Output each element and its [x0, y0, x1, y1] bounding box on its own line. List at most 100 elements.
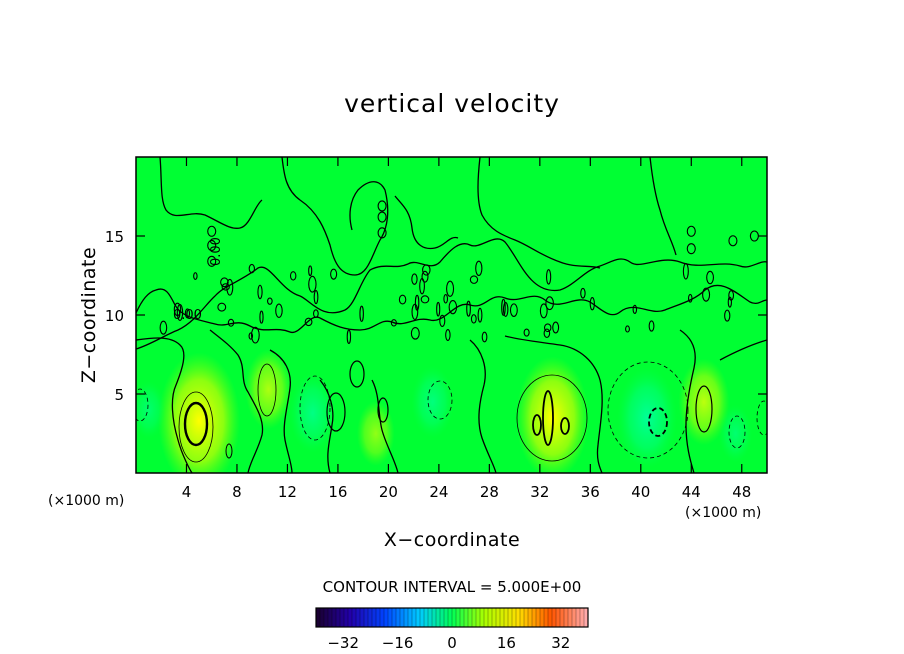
contour-line: [477, 157, 601, 269]
colorbar-ticks: −32 −16 0 16 32: [327, 634, 570, 652]
contour-cell: [687, 293, 693, 303]
contour-cell: [648, 320, 655, 332]
contour-cell: [448, 299, 458, 315]
contour-cell: [411, 273, 418, 285]
colorbar-cell: [520, 608, 525, 627]
x-tick-label: 32: [530, 483, 549, 501]
contour-cell: [304, 317, 313, 327]
updraft-region: [356, 401, 395, 466]
small-cells: [159, 200, 759, 345]
contour-outer: [225, 443, 233, 459]
contour-cell: [686, 225, 696, 237]
colorbar-tick-label: 16: [497, 634, 516, 652]
updraft-region: [245, 349, 292, 429]
zero-contours: [136, 157, 767, 473]
contour-cell: [475, 260, 483, 277]
colorbar-cell: [504, 608, 509, 627]
contour-cell: [207, 239, 217, 252]
colorbar-tick-label: 0: [447, 634, 457, 652]
colorbar-cell: [584, 608, 589, 627]
contour-outer: [377, 397, 389, 423]
x-tick-label: 16: [328, 483, 347, 501]
colorbar-cell: [564, 608, 569, 627]
colorbar-cell: [440, 608, 445, 627]
colorbar-cell: [540, 608, 545, 627]
colorbar-cell: [500, 608, 505, 627]
contour-cell: [682, 263, 689, 280]
contour-line: [281, 157, 389, 276]
contour-cell: [445, 329, 451, 341]
contour-neg: [136, 388, 149, 422]
contour-cell: [377, 211, 387, 223]
colorbar-cell: [320, 608, 325, 627]
contour-line: [469, 339, 497, 473]
downdraft-region: [617, 367, 677, 469]
colorbar: [315, 607, 589, 628]
contour-cell: [502, 302, 509, 317]
x-tick-label: 20: [379, 483, 398, 501]
colorbar-cell: [404, 608, 409, 627]
contour-cell: [702, 287, 711, 302]
contour-cell: [193, 272, 198, 280]
contour-cell: [313, 309, 319, 318]
colorbar-cell: [368, 608, 373, 627]
contour-cell: [411, 303, 419, 320]
contour-cell: [545, 296, 554, 311]
colorbar-cell: [360, 608, 365, 627]
contour-line: [719, 339, 767, 361]
colorbar-cell: [556, 608, 561, 627]
x-unit-left: (×1000 m): [48, 493, 124, 509]
colorbar-cell: [476, 608, 481, 627]
colorbar-cell: [560, 608, 565, 627]
colorbar-cell: [528, 608, 533, 627]
contour-neg: [756, 400, 767, 436]
contour-max: [560, 417, 570, 435]
contour-max: [183, 401, 209, 447]
x-tick-label: 24: [429, 483, 448, 501]
contour-cell: [419, 277, 425, 295]
colorbar-cell: [364, 608, 369, 627]
y-tick-label: 15: [105, 228, 124, 246]
colorbar-cell: [468, 608, 473, 627]
contour-outer: [349, 360, 365, 388]
contour-cell: [248, 332, 254, 340]
contour-outer: [178, 391, 214, 463]
contour-interval: CONTOUR INTERVAL = 5.000E+00: [323, 578, 582, 596]
contour-cell: [523, 328, 530, 337]
contour-cell: [377, 200, 387, 212]
contour-cell: [686, 243, 696, 255]
contour-cell: [728, 290, 735, 301]
colorbar-cell: [532, 608, 537, 627]
contour-cell: [227, 318, 235, 327]
contour-cell: [543, 323, 552, 333]
downdraft-region: [411, 365, 454, 438]
colorbar-cell: [420, 608, 425, 627]
colorbar-cell: [452, 608, 457, 627]
colorbar-cell: [416, 608, 421, 627]
y-tick-label: 5: [114, 386, 124, 404]
contour-cell: [509, 303, 518, 317]
y-axis-label: Z−coordinate: [78, 247, 100, 383]
colorbar-cell: [384, 608, 389, 627]
colorbar-cell: [544, 608, 549, 627]
contour-cell: [466, 300, 471, 317]
colorbar-cell: [388, 608, 393, 627]
colorbar-cell: [340, 608, 345, 627]
contour-cell: [346, 329, 352, 345]
contour-cell: [436, 301, 441, 317]
contour-cell: [410, 327, 420, 340]
extremum-contours: [136, 360, 767, 463]
x-tick-label: 36: [581, 483, 600, 501]
colorbar-cell: [496, 608, 501, 627]
colorbar-cell: [344, 608, 349, 627]
contour-cell: [543, 328, 551, 338]
downdraft-region: [718, 404, 753, 463]
colorbar-frame: [315, 607, 589, 628]
contour-cell: [159, 320, 168, 335]
colorbar-cell: [488, 608, 493, 627]
downdraft-region: [289, 373, 336, 453]
contour-cell: [727, 296, 732, 308]
colorbar-cell: [324, 608, 329, 627]
contour-cell: [207, 225, 217, 237]
colorbar-cell: [392, 608, 397, 627]
